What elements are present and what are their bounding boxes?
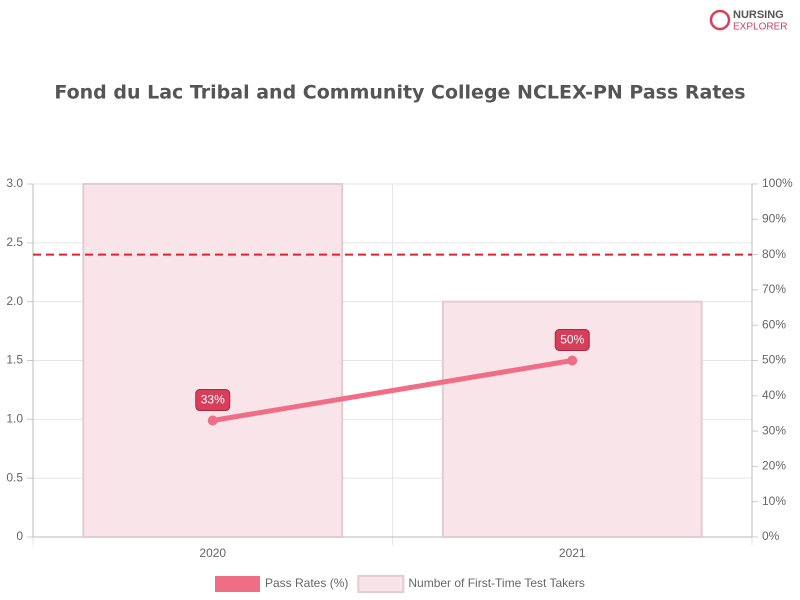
- data-label-box: [195, 389, 231, 412]
- y-tick-label: 3.0: [6, 176, 23, 190]
- legend-label: Number of First-Time Test Takers: [408, 576, 584, 590]
- logo-icon: [709, 9, 731, 31]
- data-label: 50%: [560, 333, 584, 347]
- y2-tick-label: 100%: [762, 176, 793, 190]
- y2-tick-label: 50%: [762, 353, 786, 367]
- legend-swatch: [215, 576, 260, 592]
- legend-label: Pass Rates (%): [265, 576, 348, 590]
- y2-tick-label: 40%: [762, 388, 786, 402]
- y-tick-label: 1.5: [6, 353, 23, 367]
- chart-title: Fond du Lac Tribal and Community College…: [54, 82, 745, 104]
- y-tick-label: 2.0: [6, 294, 23, 308]
- y2-tick-label: 20%: [762, 459, 786, 473]
- bar: [82, 183, 344, 538]
- point: [567, 355, 578, 366]
- line: [212, 358, 573, 423]
- y2-tick-label: 30%: [762, 423, 786, 437]
- data-label-box: [554, 329, 590, 351]
- y-tick-label: 0: [16, 529, 23, 543]
- y-tick-label: 0.5: [6, 470, 23, 484]
- y-tick-label: 2.5: [6, 235, 23, 249]
- y-tick-label: 1.0: [6, 412, 23, 426]
- y2-tick-label: 0%: [762, 529, 780, 543]
- logo-text: NURSING: [733, 9, 784, 21]
- logo: NURSING EXPLORER: [709, 9, 787, 33]
- point: [207, 415, 218, 426]
- logo-text: EXPLORER: [733, 22, 787, 33]
- x-tick-label: 2021: [559, 546, 586, 560]
- y2-tick-label: 80%: [762, 247, 786, 261]
- y2-tick-label: 70%: [762, 282, 786, 296]
- legend-swatch: [357, 575, 405, 593]
- y2-tick-label: 60%: [762, 317, 786, 331]
- y2-tick-label: 90%: [762, 211, 786, 225]
- x-tick-label: 2020: [199, 546, 226, 560]
- y2-tick-label: 10%: [762, 494, 786, 508]
- data-label: 33%: [201, 393, 225, 407]
